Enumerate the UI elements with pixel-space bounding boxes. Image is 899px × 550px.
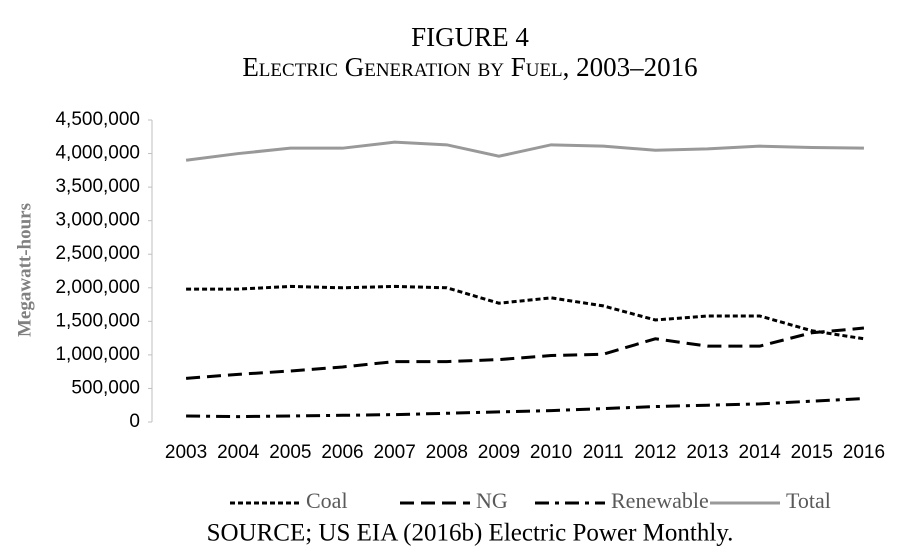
x-tick-label: 2011: [583, 442, 624, 463]
chart-source: SOURCE; US EIA (2016b) Electric Power Mo…: [207, 520, 734, 547]
y-tick-label: 3,000,000: [55, 210, 140, 231]
y-tick-label: 1,500,000: [55, 310, 140, 331]
x-tick-label: 2003: [165, 442, 207, 463]
y-tick-label: 0: [129, 411, 140, 432]
legend-label: NG: [476, 488, 508, 513]
y-tick-label: 500,000: [71, 377, 140, 398]
y-tick-label: 4,500,000: [55, 109, 140, 130]
x-tick-label: 2014: [739, 442, 782, 463]
x-tick-label: 2013: [686, 442, 728, 463]
y-tick-label: 1,000,000: [55, 344, 140, 365]
y-tick-label: 4,000,000: [55, 143, 140, 164]
x-tick-label: 2007: [374, 442, 416, 463]
chart-title: FIGURE 4: [411, 22, 529, 52]
series-line: [186, 397, 865, 419]
x-tick-label: 2010: [530, 442, 572, 463]
x-tick-label: 2005: [269, 442, 311, 463]
y-tick-label: 2,500,000: [55, 243, 140, 264]
x-tick-label: 2009: [478, 442, 520, 463]
series-line: [186, 284, 865, 341]
x-tick-label: 2012: [634, 442, 676, 463]
legend-label: Coal: [306, 488, 348, 513]
y-tick-label: 3,500,000: [55, 176, 140, 197]
legend-label: Renewable: [611, 488, 709, 513]
series-line: [185, 140, 864, 162]
y-tick-label: 2,000,000: [55, 277, 140, 298]
x-tick-label: 2004: [217, 442, 260, 463]
x-tick-label: 2016: [843, 442, 885, 463]
legend-label: Total: [786, 488, 831, 513]
series-line: [185, 326, 865, 380]
x-tick-label: 2015: [791, 442, 833, 463]
x-tick-label: 2006: [321, 442, 363, 463]
x-tick-label: 2008: [426, 442, 468, 463]
chart-subtitle: Electric Generation by Fuel, 2003–2016: [242, 52, 697, 82]
y-axis-label: Megawatt-hours: [14, 203, 35, 337]
